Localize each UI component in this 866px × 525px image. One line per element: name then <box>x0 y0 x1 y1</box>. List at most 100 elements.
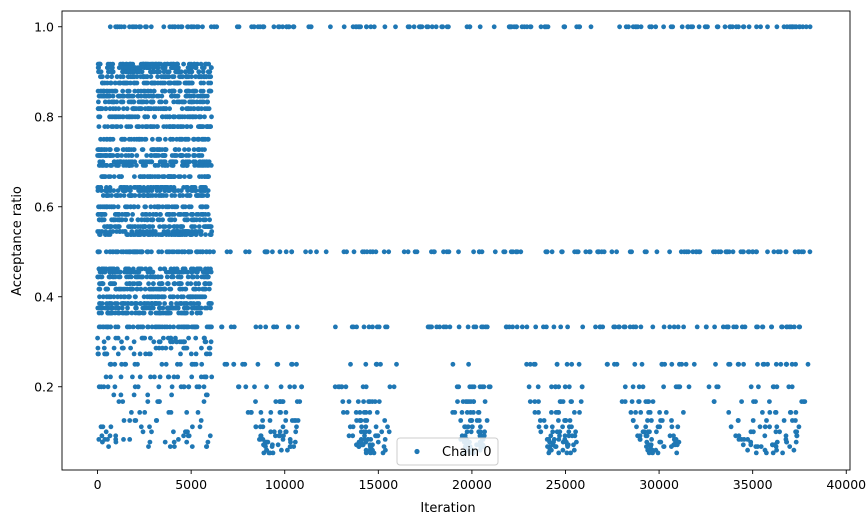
chain-0-point <box>167 106 173 112</box>
chain-0-point <box>151 88 157 94</box>
chain-0-point <box>556 437 562 442</box>
chain-0-point <box>637 437 643 442</box>
chain-0-point <box>765 24 770 30</box>
chain-0-point <box>108 163 114 168</box>
chain-0-point <box>184 93 190 99</box>
chain-0-point <box>755 361 760 367</box>
chain-0-point <box>112 269 118 275</box>
x-tick-label: 5000 <box>175 477 207 492</box>
chain-0-point <box>117 229 123 234</box>
chain-0-point <box>188 124 194 129</box>
chain-0-point <box>165 281 170 287</box>
chain-0-point <box>267 418 273 423</box>
chain-0-point <box>140 324 146 330</box>
chain-0-point <box>637 433 643 439</box>
chain-0-point <box>156 310 162 316</box>
chain-0-point <box>667 249 672 255</box>
chain-0-point <box>346 433 352 439</box>
chain-0-point <box>158 61 164 67</box>
chain-0-point <box>178 212 184 217</box>
chain-0-point <box>362 418 368 423</box>
chain-0-point <box>736 437 742 442</box>
chain-0-point <box>169 93 174 99</box>
chain-0-point <box>644 433 650 439</box>
chain-0-point <box>411 24 417 30</box>
chain-0-point <box>145 65 151 71</box>
chain-0-point <box>171 439 177 445</box>
chain-0-point <box>153 345 159 351</box>
chain-0-point <box>571 442 576 448</box>
chain-0-point <box>566 429 572 435</box>
chain-0-point <box>287 384 293 390</box>
chain-0-point <box>355 399 361 404</box>
chain-0-point <box>96 147 102 153</box>
chain-0-point <box>211 249 216 255</box>
chain-0-point <box>207 124 213 129</box>
chain-0-point <box>209 374 215 380</box>
chain-0-point <box>177 174 183 180</box>
chain-0-point <box>791 324 797 330</box>
chain-0-point <box>134 163 139 168</box>
chain-0-point <box>532 410 538 415</box>
chain-0-point <box>149 99 155 105</box>
chain-0-point <box>807 249 813 255</box>
chain-0-point <box>96 163 102 168</box>
chain-0-point <box>361 324 367 330</box>
chain-0-point <box>661 24 666 30</box>
chain-0-point <box>675 384 681 390</box>
chain-0-point <box>127 24 132 30</box>
chain-0-point <box>793 361 798 367</box>
chain-0-point <box>711 399 717 404</box>
chain-0-point <box>513 24 519 30</box>
chain-0-point <box>351 324 356 330</box>
chain-0-point <box>358 418 364 423</box>
chain-0-point <box>194 274 200 280</box>
chain-0-point <box>115 204 121 210</box>
chain-0-point <box>192 324 198 330</box>
chain-0-point <box>562 433 568 439</box>
chain-0-point <box>132 193 138 198</box>
chain-0-point <box>105 61 111 67</box>
chain-0-point <box>170 159 176 165</box>
chain-0-point <box>781 418 787 423</box>
chain-0-point <box>793 410 799 415</box>
chain-0-point <box>105 124 111 129</box>
chain-0-point <box>110 61 116 67</box>
chain-0-point <box>258 433 264 439</box>
chain-0-point <box>126 69 131 75</box>
chain-0-point <box>131 147 137 153</box>
chain-0-point <box>207 249 212 255</box>
chain-0-point <box>172 114 178 120</box>
chain-0-point <box>385 424 390 430</box>
chain-0-point <box>456 324 462 330</box>
chain-0-point <box>152 294 158 300</box>
chain-0-point <box>416 24 422 30</box>
chain-0-point <box>140 310 146 316</box>
chain-0-point <box>183 88 189 94</box>
chain-0-point <box>156 153 162 158</box>
chain-0-point <box>632 361 638 367</box>
chain-0-point <box>425 24 431 30</box>
chain-0-point <box>110 69 115 75</box>
chain-0-point <box>549 384 554 390</box>
chain-0-point <box>195 93 201 99</box>
chain-0-point <box>614 361 620 367</box>
chain-0-point <box>103 429 109 435</box>
chain-0-point <box>375 439 381 445</box>
chain-0-point <box>207 88 213 94</box>
chain-0-point <box>258 410 264 415</box>
chain-0-point <box>655 450 661 456</box>
chain-0-point <box>146 232 152 238</box>
chain-0-point <box>107 301 113 306</box>
chain-0-point <box>261 450 267 456</box>
y-tick-label: 0.8 <box>34 109 54 124</box>
chain-0-point <box>706 384 712 390</box>
chain-0-point <box>125 294 131 300</box>
chain-0-point <box>117 269 123 275</box>
chain-0-point <box>116 106 122 112</box>
chain-0-point <box>713 361 718 367</box>
chain-0-point <box>518 249 524 255</box>
chain-0-point <box>155 65 161 71</box>
chain-0-point <box>186 147 192 153</box>
chain-0-point <box>264 384 269 390</box>
